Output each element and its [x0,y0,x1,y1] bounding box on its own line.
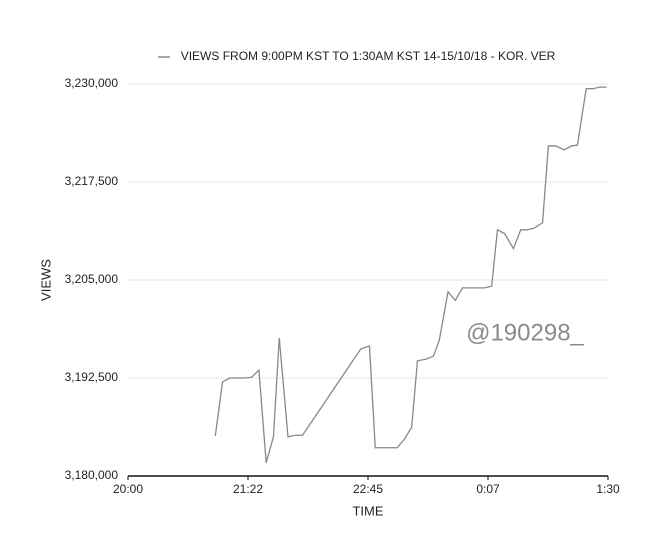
y-tick-label: 3,180,000 [65,468,119,482]
y-tick-label: 3,205,000 [65,272,119,286]
x-axis-label: TIME [352,503,383,518]
data-line [214,86,607,463]
x-tick-label: 20:00 [113,482,143,496]
legend-label: VIEWS FROM 9:00PM KST TO 1:30AM KST 14-1… [181,49,556,63]
x-tick-label: 21:22 [233,482,263,496]
x-tick-label: 22:45 [353,482,383,496]
y-tick-label: 3,217,500 [65,174,119,188]
x-tick-label: 0:07 [476,482,500,496]
y-axis-label: VIEWS [38,259,53,301]
x-tick-label: 1:30 [596,482,620,496]
y-tick-label: 3,230,000 [65,76,119,90]
watermark: @190298_ [466,319,584,346]
y-tick-label: 3,192,500 [65,370,119,384]
